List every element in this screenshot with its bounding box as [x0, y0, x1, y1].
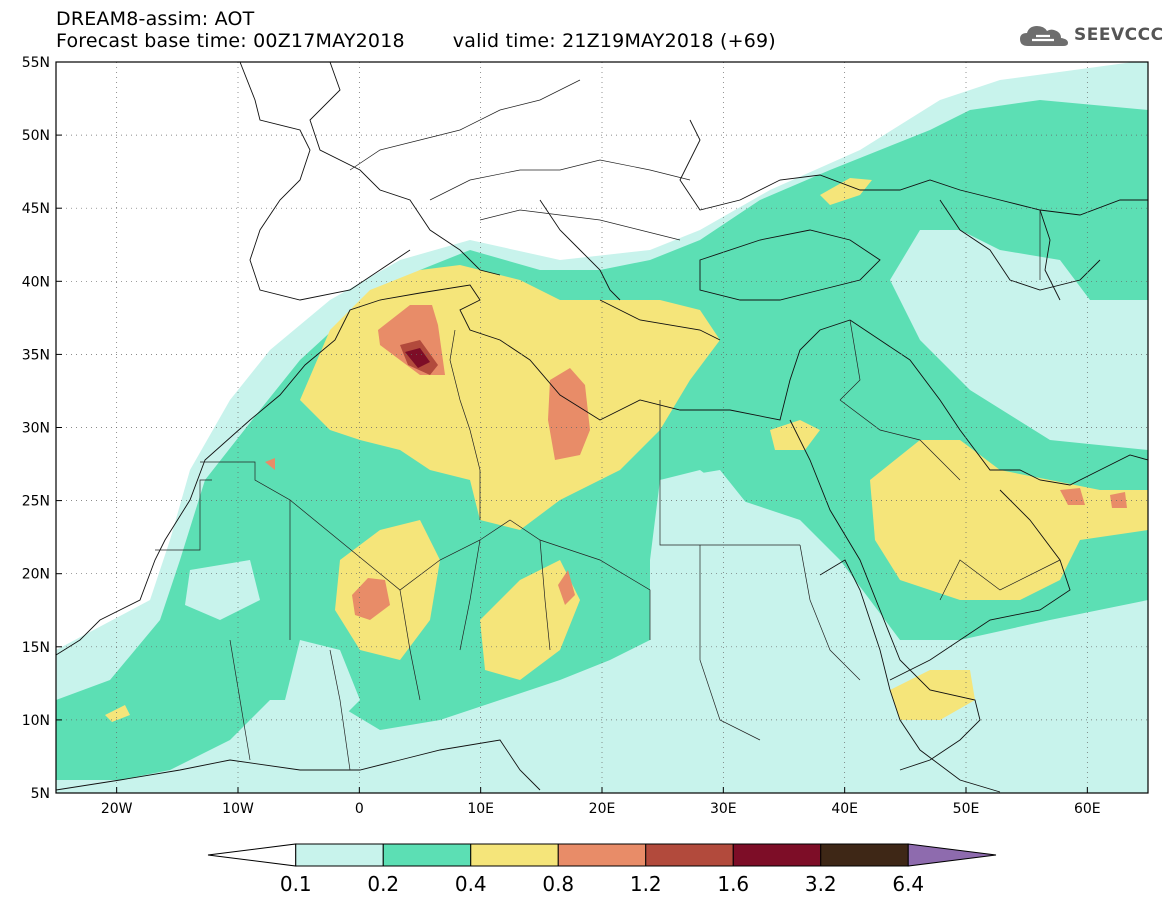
base-time: Forecast base time: 00Z17MAY2018: [56, 30, 405, 52]
lon-label: 20E: [589, 801, 616, 817]
lat-label: 35N: [22, 347, 50, 363]
lat-axis: 55N 50N 45N 40N 35N 30N 25N 20N 15N 10N 5N: [22, 55, 50, 802]
aot-band-0.8: [352, 578, 390, 620]
colorbar-segment: [382, 843, 472, 867]
cloud-icon: [1020, 26, 1068, 46]
aot-band-0.4: [480, 560, 580, 680]
gridlines: [56, 62, 1148, 793]
aot-map: 55N 50N 45N 40N 35N 30N 25N 20N 15N 10N 5N 20W 10W 0…: [22, 55, 1149, 817]
lon-label: 10E: [467, 801, 494, 817]
aot-band-0.1-hole: [185, 560, 260, 620]
colorbar-label: 0.4: [455, 872, 487, 896]
lat-label: 25N: [22, 494, 50, 510]
lat-label: 5N: [31, 786, 50, 802]
colorbar-label: 0.1: [280, 872, 312, 896]
aot-band-1.6: [405, 348, 430, 368]
lon-label: 0: [355, 801, 364, 817]
lon-label: 60E: [1074, 801, 1101, 817]
colorbar-label: 0.8: [542, 872, 574, 896]
aot-band-0.1-hole: [650, 470, 820, 720]
title-block: DREAM8-assim: AOT Forecast base time: 00…: [56, 8, 776, 52]
lat-label: 20N: [22, 567, 50, 583]
aot-band-0.4: [105, 705, 130, 722]
country-borders: [155, 79, 1061, 771]
colorbar-label: 0.2: [367, 872, 399, 896]
valid-time: valid time: 21Z19MAY2018 (+69): [452, 30, 776, 52]
aot-band-0.4: [890, 670, 975, 720]
colorbar-label: 3.2: [805, 872, 837, 896]
map-fields: [56, 62, 1148, 793]
lon-label: 30E: [710, 801, 737, 817]
colorbar-label: 6.4: [892, 872, 924, 896]
aot-band-0.8: [558, 570, 575, 605]
lon-label: 50E: [953, 801, 980, 817]
aot-band-0.8: [1110, 492, 1127, 508]
lat-label: 15N: [22, 640, 50, 656]
colorbar-segment: [645, 843, 734, 867]
lon-label: 20W: [101, 801, 133, 817]
lat-label: 40N: [22, 274, 50, 290]
lat-label: 30N: [22, 421, 50, 437]
chart-title: DREAM8-assim: AOT: [56, 8, 255, 30]
lat-label: 55N: [22, 55, 50, 71]
axis-ticks: [56, 61, 1088, 794]
colorbar-segment: [557, 843, 647, 867]
colorbar-label: 1.6: [717, 872, 749, 896]
aot-band-0.8: [548, 368, 590, 460]
colorbar-segment: [820, 843, 909, 867]
time-info: Forecast base time: 00Z17MAY2018 valid ti…: [56, 30, 776, 52]
colorbar-segment: [470, 843, 559, 867]
aot-band-0.4: [820, 178, 872, 205]
logo: SEEVCCC: [1018, 22, 1164, 48]
colorbar-arrow-high: [907, 843, 997, 867]
colorbar-labels: 0.1 0.2 0.4 0.8 1.2 1.6 3.2 6.4: [280, 872, 924, 896]
aot-band-0.4: [770, 420, 820, 450]
aot-band-0.4: [335, 520, 440, 660]
coastlines: [56, 62, 1148, 793]
lon-axis: 20W 10W 0 10E 20E 30E 40E 50E 60E: [101, 801, 1101, 817]
logo-text: SEEVCCC: [1074, 25, 1164, 45]
aot-band-0.4: [870, 440, 1148, 600]
lat-label: 50N: [22, 128, 50, 144]
colorbar-segments: [207, 843, 997, 867]
lat-label: 10N: [22, 713, 50, 729]
lon-label: 10W: [222, 801, 254, 817]
aot-band-0.1-hole: [280, 640, 360, 730]
colorbar-segment: [732, 843, 822, 867]
aot-band-0.8: [265, 458, 275, 470]
colorbar-arrow-low: [207, 843, 297, 867]
colorbar-segment: [295, 843, 384, 867]
lat-label: 45N: [22, 201, 50, 217]
colorbar-label: 1.2: [630, 872, 662, 896]
lon-label: 40E: [831, 801, 858, 817]
